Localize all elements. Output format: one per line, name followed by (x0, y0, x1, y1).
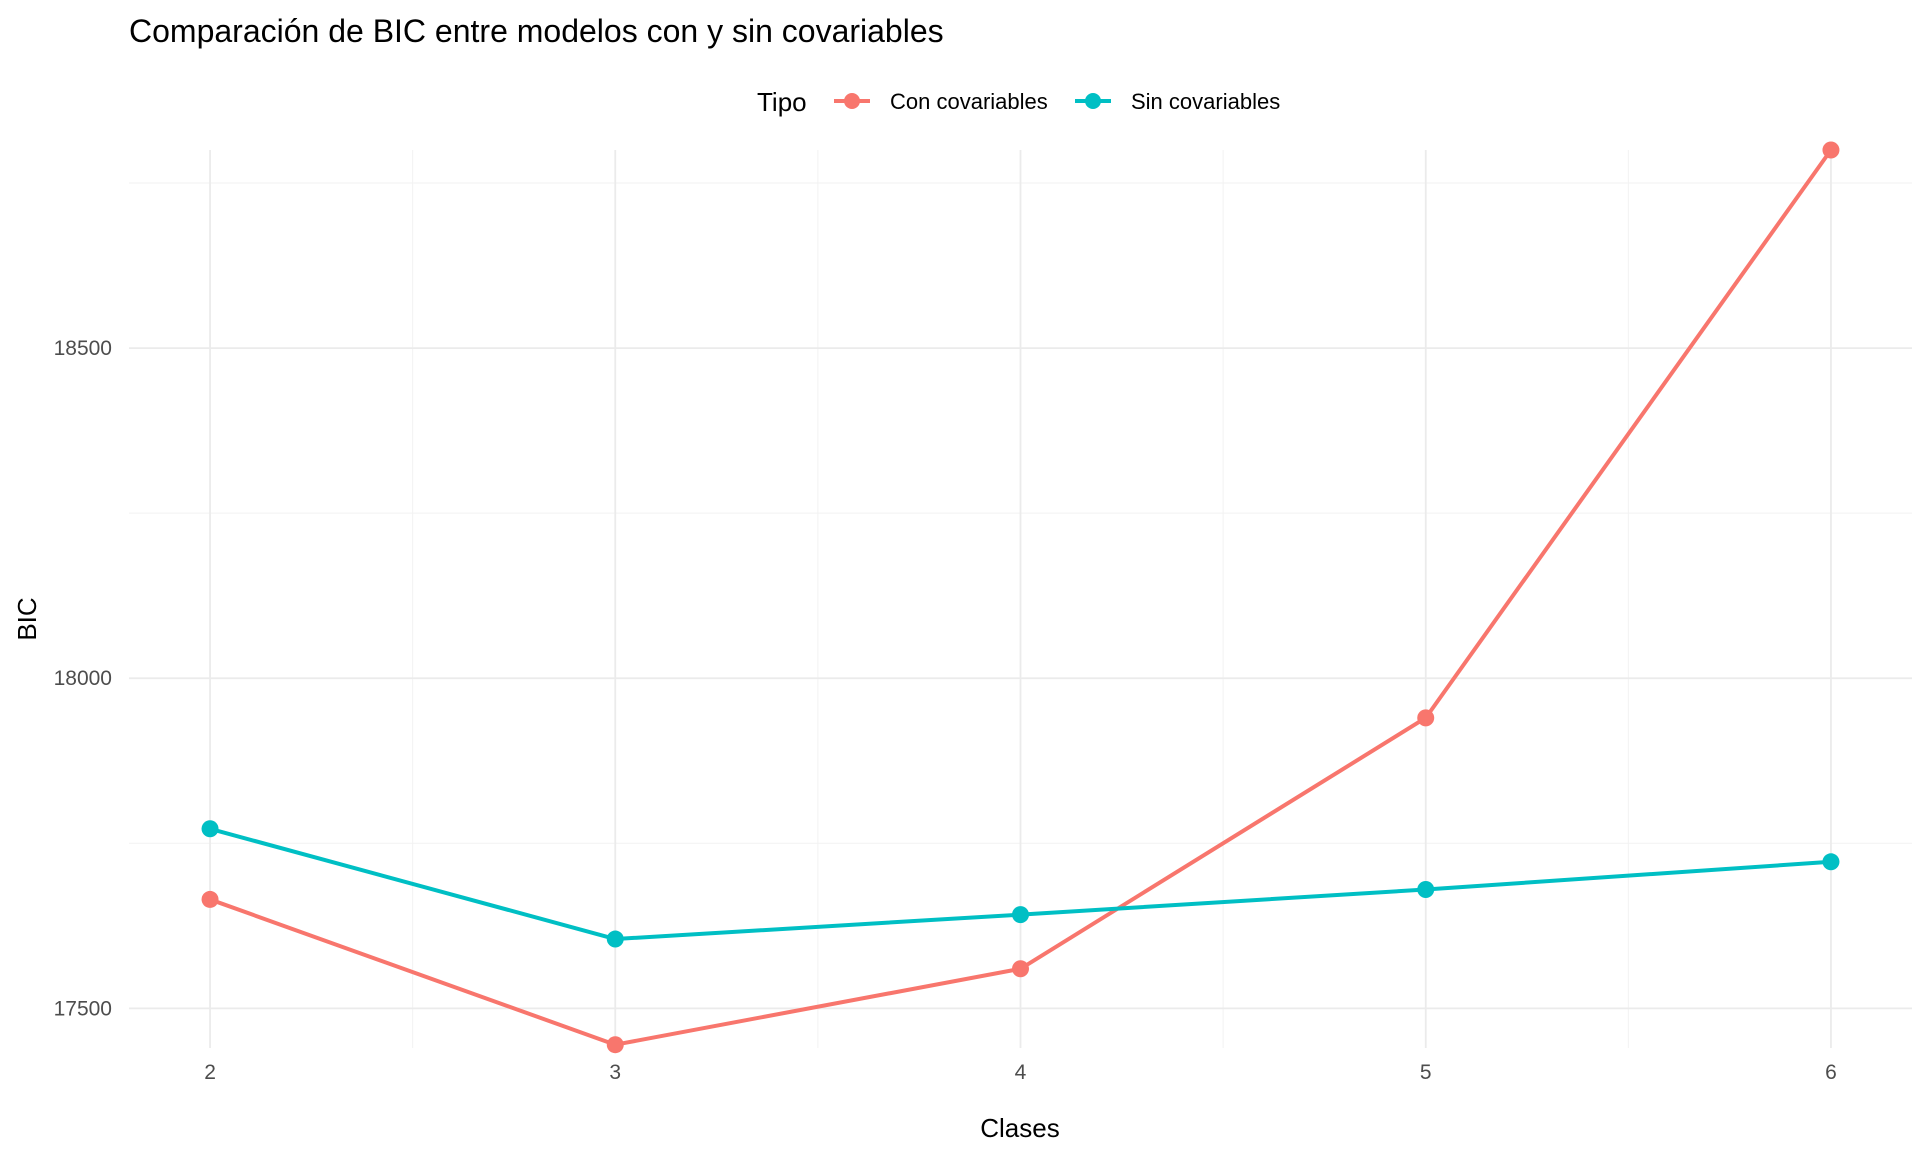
x-tick-label: 3 (609, 1061, 621, 1084)
data-point-sin-covariables (1822, 853, 1840, 871)
y-tick-label: 17500 (54, 997, 112, 1020)
data-point-sin-covariables (606, 930, 624, 948)
y-tick-label: 18000 (54, 667, 112, 690)
series (201, 141, 1840, 1054)
legend-key-point-con-covariables (844, 93, 860, 109)
x-tick-label: 2 (204, 1061, 216, 1084)
legend-key-point-sin-covariables (1085, 93, 1101, 109)
data-point-con-covariables (1417, 709, 1435, 727)
x-tick-label: 5 (1420, 1061, 1432, 1084)
x-tick-label: 6 (1825, 1061, 1837, 1084)
data-point-con-covariables (1822, 141, 1840, 159)
legend-label-sin-covariables: Sin covariables (1131, 89, 1280, 114)
x-axis-title: Clases (980, 1113, 1059, 1143)
axis-ticks: 17500 18000 18500 2 3 4 5 6 (54, 337, 1837, 1084)
legend: Tipo Con covariables Sin covariables (757, 87, 1280, 117)
y-axis-title: BIC (12, 597, 42, 640)
data-point-sin-covariables (201, 820, 219, 838)
data-point-con-covariables (201, 890, 219, 908)
legend-title: Tipo (757, 87, 807, 117)
chart-title: Comparación de BIC entre modelos con y s… (129, 13, 944, 49)
legend-item-sin-covariables: Sin covariables (1075, 89, 1280, 114)
y-tick-label: 18500 (54, 337, 112, 360)
data-point-sin-covariables (1417, 881, 1435, 899)
x-tick-label: 4 (1015, 1061, 1027, 1084)
data-point-sin-covariables (1012, 906, 1029, 924)
legend-label-con-covariables: Con covariables (890, 89, 1048, 114)
data-point-con-covariables (1012, 960, 1029, 978)
legend-item-con-covariables: Con covariables (834, 89, 1048, 114)
data-point-con-covariables (606, 1036, 624, 1054)
